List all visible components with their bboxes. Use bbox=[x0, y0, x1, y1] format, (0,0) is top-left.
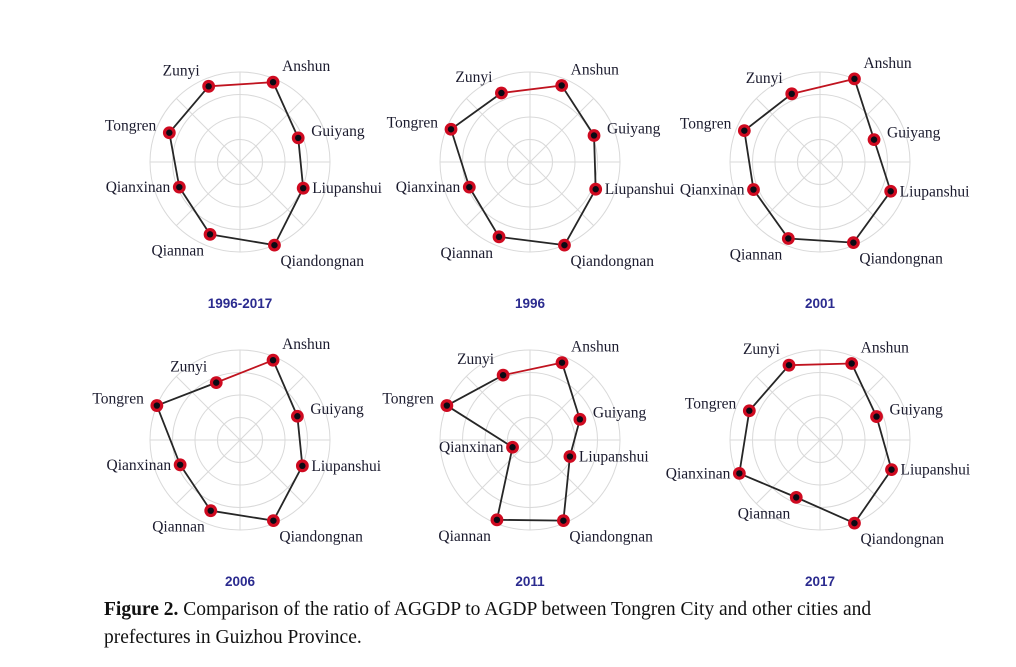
svg-text:Tongren: Tongren bbox=[680, 116, 732, 133]
svg-text:Anshun: Anshun bbox=[282, 336, 330, 353]
svg-text:Qianxinan: Qianxinan bbox=[680, 182, 745, 199]
svg-text:2011: 2011 bbox=[515, 574, 545, 589]
svg-text:Qiannan: Qiannan bbox=[440, 245, 493, 262]
svg-text:Zunyi: Zunyi bbox=[746, 70, 784, 87]
svg-text:Zunyi: Zunyi bbox=[455, 69, 493, 86]
svg-text:Liupanshui: Liupanshui bbox=[900, 183, 970, 200]
svg-text:Guiyang: Guiyang bbox=[607, 120, 661, 137]
svg-text:2017: 2017 bbox=[805, 574, 835, 589]
svg-text:Tongren: Tongren bbox=[105, 118, 157, 135]
svg-text:Qiannan: Qiannan bbox=[152, 242, 205, 259]
svg-text:Liupanshui: Liupanshui bbox=[312, 180, 382, 197]
svg-text:Anshun: Anshun bbox=[282, 58, 330, 75]
svg-text:Tongren: Tongren bbox=[92, 391, 144, 408]
svg-text:Guiyang: Guiyang bbox=[593, 404, 647, 421]
svg-text:Qiandongnan: Qiandongnan bbox=[280, 253, 364, 270]
svg-text:Guiyang: Guiyang bbox=[311, 123, 365, 140]
svg-text:Zunyi: Zunyi bbox=[457, 351, 495, 368]
svg-text:Qiannan: Qiannan bbox=[152, 519, 205, 536]
svg-text:Zunyi: Zunyi bbox=[743, 341, 781, 358]
svg-text:Liupanshui: Liupanshui bbox=[605, 181, 675, 198]
svg-text:Qiandongnan: Qiandongnan bbox=[860, 531, 944, 548]
svg-text:Liupanshui: Liupanshui bbox=[901, 462, 971, 479]
svg-text:Qiannan: Qiannan bbox=[738, 505, 791, 522]
svg-text:Qiandongnan: Qiandongnan bbox=[570, 253, 654, 270]
svg-text:Tongren: Tongren bbox=[387, 114, 439, 131]
svg-text:Zunyi: Zunyi bbox=[163, 62, 201, 79]
svg-text:Anshun: Anshun bbox=[571, 62, 619, 79]
svg-text:Qiannan: Qiannan bbox=[730, 246, 783, 263]
svg-text:Qiannan: Qiannan bbox=[438, 528, 491, 545]
svg-text:Anshun: Anshun bbox=[861, 340, 909, 357]
svg-text:Anshun: Anshun bbox=[863, 55, 911, 72]
svg-text:Anshun: Anshun bbox=[571, 339, 619, 356]
svg-text:Qianxinan: Qianxinan bbox=[666, 465, 731, 482]
svg-text:Liupanshui: Liupanshui bbox=[311, 458, 381, 475]
svg-text:Qiandongnan: Qiandongnan bbox=[859, 251, 943, 268]
svg-text:Zunyi: Zunyi bbox=[170, 359, 208, 376]
svg-text:Guiyang: Guiyang bbox=[890, 402, 944, 419]
svg-text:Tongren: Tongren bbox=[382, 391, 434, 408]
svg-text:Qiandongnan: Qiandongnan bbox=[279, 529, 363, 546]
svg-text:Qianxinan: Qianxinan bbox=[107, 457, 172, 474]
svg-text:Liupanshui: Liupanshui bbox=[579, 449, 649, 466]
svg-text:2006: 2006 bbox=[225, 574, 256, 589]
svg-text:Qianxinan: Qianxinan bbox=[439, 439, 504, 456]
svg-text:Qianxinan: Qianxinan bbox=[106, 179, 171, 196]
svg-text:Guiyang: Guiyang bbox=[887, 125, 941, 142]
svg-text:Guiyang: Guiyang bbox=[310, 401, 364, 418]
svg-text:Qianxinan: Qianxinan bbox=[396, 179, 461, 196]
svg-text:Qiandongnan: Qiandongnan bbox=[569, 529, 653, 546]
svg-text:Tongren: Tongren bbox=[685, 396, 737, 413]
